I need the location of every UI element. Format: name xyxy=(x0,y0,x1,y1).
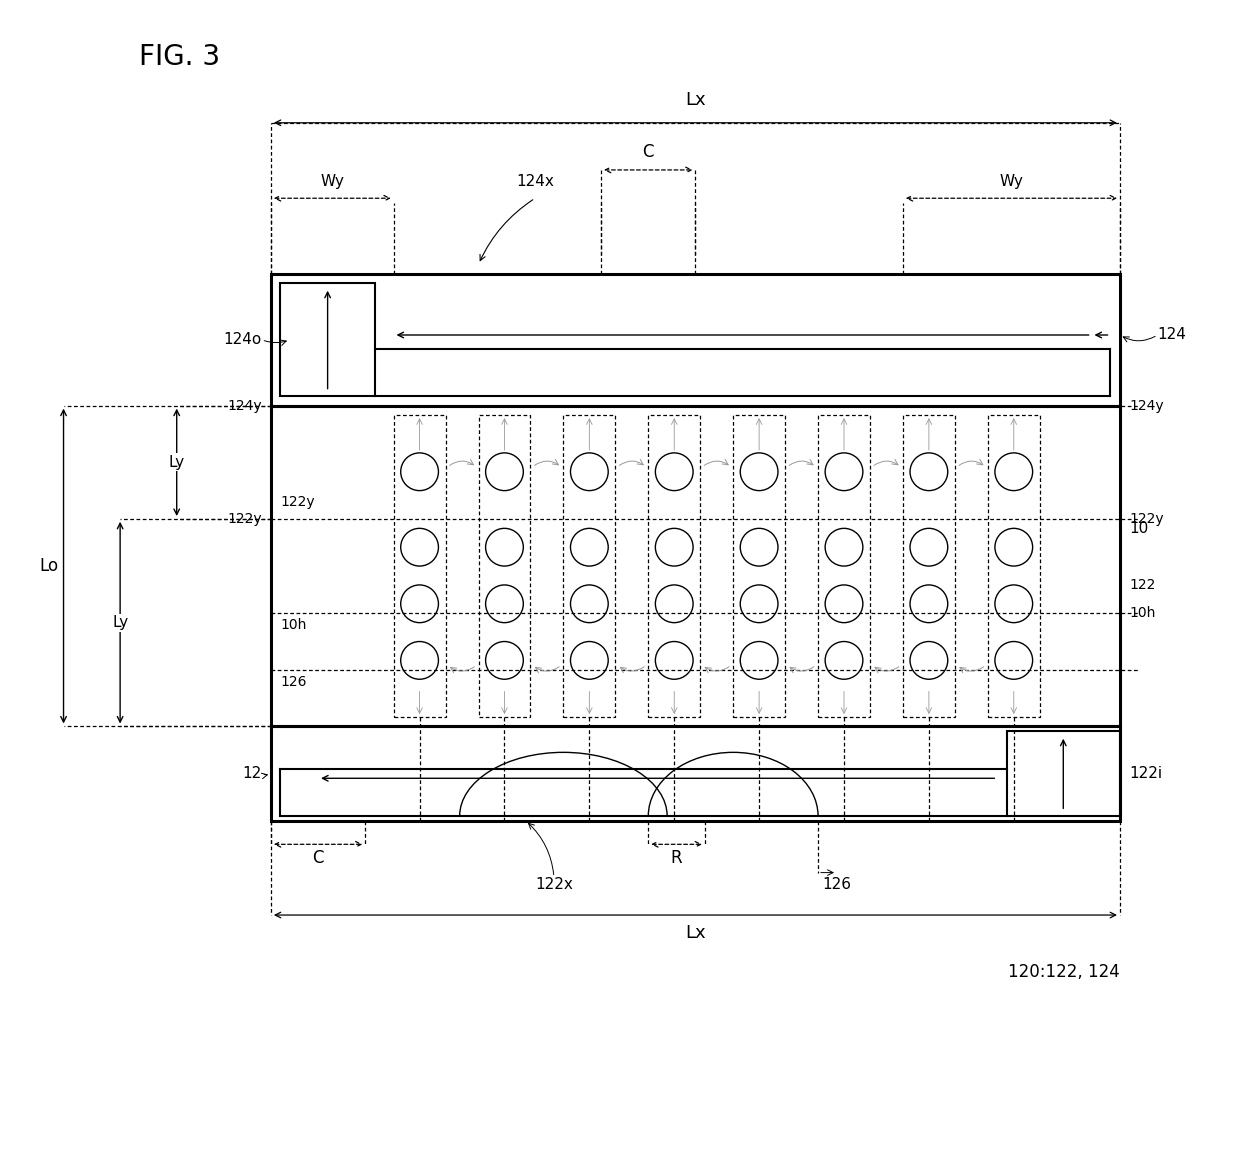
Text: Lx: Lx xyxy=(686,924,706,943)
Text: 10h: 10h xyxy=(1130,607,1156,620)
Text: 122: 122 xyxy=(1130,578,1156,592)
Bar xyxy=(649,416,701,717)
Text: Lo: Lo xyxy=(40,557,58,576)
Text: C: C xyxy=(312,849,324,867)
Text: 124x: 124x xyxy=(516,174,554,189)
Text: Ly: Ly xyxy=(112,615,128,630)
Text: Lx: Lx xyxy=(686,91,706,108)
Text: 124y: 124y xyxy=(1130,398,1164,413)
Text: 124: 124 xyxy=(1158,328,1187,343)
Text: 122y: 122y xyxy=(280,495,315,510)
Bar xyxy=(393,416,445,717)
Text: C: C xyxy=(642,143,653,160)
Bar xyxy=(818,416,870,717)
Text: Wy: Wy xyxy=(999,174,1023,189)
Bar xyxy=(733,416,785,717)
Text: 10h: 10h xyxy=(280,618,306,632)
Text: 12: 12 xyxy=(242,767,262,782)
Text: Ly: Ly xyxy=(169,455,185,470)
Bar xyxy=(1007,731,1120,816)
Bar xyxy=(272,726,1120,821)
Text: 124o: 124o xyxy=(223,333,262,348)
Text: 124y: 124y xyxy=(227,398,262,413)
Text: 122x: 122x xyxy=(534,877,573,892)
Bar xyxy=(272,274,1120,406)
Bar xyxy=(280,283,374,396)
Text: 10: 10 xyxy=(1130,521,1148,536)
Text: 126: 126 xyxy=(822,877,852,892)
Bar xyxy=(479,416,531,717)
Text: 122i: 122i xyxy=(1130,767,1162,782)
Bar xyxy=(903,416,955,717)
Text: 122y: 122y xyxy=(227,512,262,526)
Text: 122y: 122y xyxy=(1130,512,1164,526)
Text: R: R xyxy=(671,849,682,867)
Bar xyxy=(272,406,1120,726)
Bar xyxy=(563,416,615,717)
Text: Wy: Wy xyxy=(320,174,345,189)
Text: FIG. 3: FIG. 3 xyxy=(139,43,221,70)
Bar xyxy=(988,416,1039,717)
Text: 120:122, 124: 120:122, 124 xyxy=(1008,962,1120,981)
Text: 126: 126 xyxy=(280,674,308,688)
